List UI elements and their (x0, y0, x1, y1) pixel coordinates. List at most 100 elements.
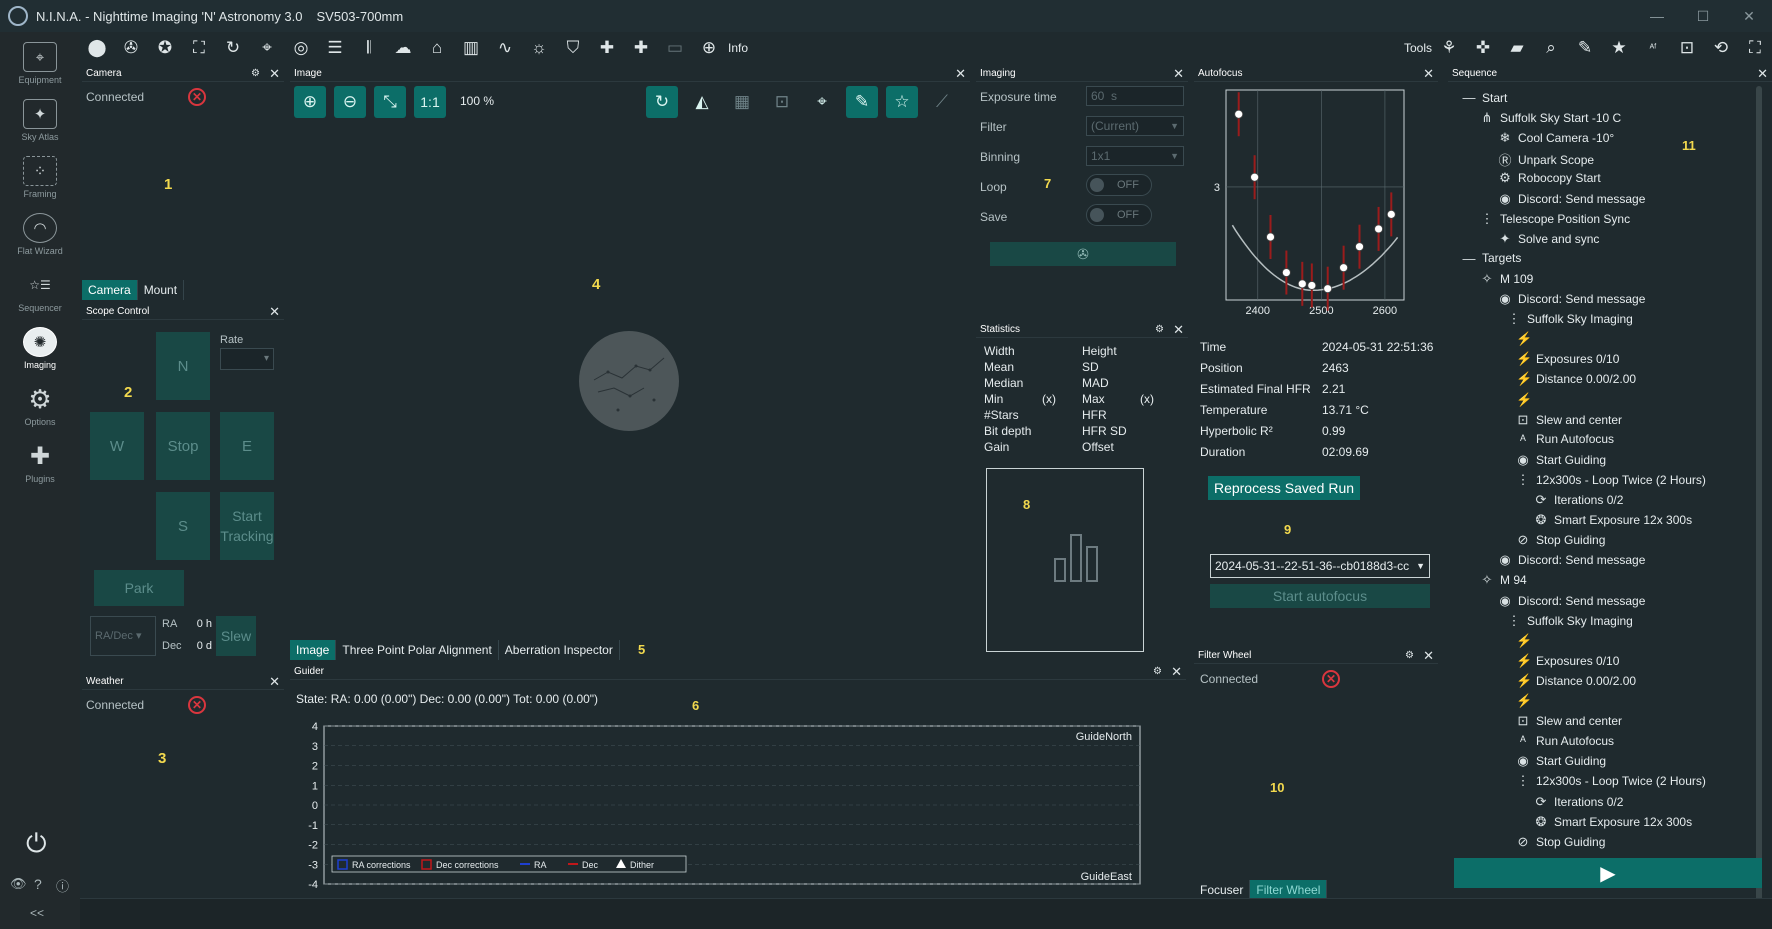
tab-aberration-inspector[interactable]: Aberration Inspector (499, 640, 620, 660)
sequence-item[interactable]: ◉ Discord: Send message (1498, 191, 1645, 207)
nav-equipment[interactable]: ⌖ Equipment (0, 42, 80, 98)
list-icon[interactable]: ☰ (327, 38, 343, 57)
nav-sky-atlas[interactable]: ✦ Sky Atlas (0, 99, 80, 155)
lightbulb-icon[interactable]: ☼ (531, 38, 547, 57)
sequence-item[interactable]: ᴬ Run Autofocus (1516, 733, 1614, 748)
collapse-nav-button[interactable]: << (30, 906, 45, 920)
close-panel-icon[interactable]: ✕ (1173, 66, 1184, 81)
sequence-item[interactable]: ⊘ Stop Guiding (1516, 532, 1606, 548)
info-circle-icon[interactable]: ⓘ (56, 879, 70, 894)
help-icon[interactable]: ? (34, 876, 42, 892)
settings-gear-icon[interactable]: ⚙ (1405, 650, 1414, 661)
one-to-one-button[interactable]: 1:1 (414, 86, 446, 118)
nav-sequencer[interactable]: ☆☰ Sequencer (0, 270, 80, 326)
plugin-icon[interactable]: ✚ (599, 38, 615, 57)
close-panel-icon[interactable]: ✕ (1757, 66, 1768, 81)
south-button[interactable]: S (156, 492, 210, 560)
coordinate-mode-select[interactable]: RA/Dec ▾ (90, 616, 156, 656)
east-button[interactable]: E (220, 412, 274, 480)
sequence-item[interactable]: ⚡ Exposures 0/10 (1516, 351, 1619, 367)
tab-mount[interactable]: Mount (138, 280, 185, 300)
telescope-icon[interactable]: ⌖ (262, 38, 272, 57)
reprocess-saved-run-button[interactable]: Reprocess Saved Run (1208, 476, 1360, 500)
sequence-item[interactable]: ⋮ Suffolk Sky Imaging (1507, 613, 1633, 629)
zoom-in-icon[interactable]: ⊕ (294, 86, 326, 118)
info-label[interactable]: Info (728, 41, 749, 55)
sequence-item[interactable]: ⊡ Slew and center (1516, 713, 1623, 729)
filter-select[interactable]: (Current) ▼ (1086, 116, 1184, 136)
sequence-item[interactable]: ◉ Discord: Send message (1498, 593, 1645, 609)
crop-icon[interactable]: ⊡ (774, 92, 790, 111)
sequence-item[interactable]: ⋮ 12x300s - Loop Twice (2 Hours) (1516, 773, 1706, 789)
autofocus-tool-icon[interactable]: ᴬᶠ (1649, 42, 1657, 54)
sequence-item[interactable]: — Start (1462, 90, 1508, 105)
minimize-button[interactable]: — (1650, 8, 1664, 24)
stop-button[interactable]: Stop (156, 412, 210, 480)
nav-plugins[interactable]: ✚ Plugins (0, 441, 80, 497)
nav-options[interactable]: ⚙ Options (24, 383, 56, 428)
capture-button[interactable]: ✇ (990, 242, 1176, 266)
start-tracking-button[interactable]: Start Tracking (220, 492, 274, 560)
close-panel-icon[interactable]: ✕ (1423, 648, 1434, 663)
eye-icon[interactable]: 👁 (10, 876, 27, 891)
sequence-item[interactable]: ✧ M 109 (1480, 271, 1534, 287)
fit-to-screen-icon[interactable]: ⤡ (374, 86, 406, 118)
close-window-button[interactable]: ✕ (1743, 7, 1755, 24)
crosshair-icon[interactable]: ⌖ (817, 92, 827, 111)
binning-select[interactable]: 1x1 ▼ (1086, 146, 1184, 166)
cloud-icon[interactable]: ☁ (394, 38, 412, 57)
rotator-icon[interactable]: ↻ (225, 38, 241, 57)
nav-flat-wizard[interactable]: ◠ Flat Wizard (0, 213, 80, 269)
sequence-item[interactable]: ⟳ Iterations 0/2 (1534, 492, 1624, 508)
sequence-item[interactable]: ⚡ (1516, 693, 1536, 709)
close-panel-icon[interactable]: ✕ (269, 66, 280, 81)
sequence-item[interactable]: ⋮ 12x300s - Loop Twice (2 Hours) (1516, 472, 1706, 488)
sequence-item[interactable]: ⟳ Iterations 0/2 (1534, 794, 1624, 810)
tab-image[interactable]: Image (290, 640, 337, 660)
slew-button[interactable]: Slew (216, 616, 256, 656)
sequence-item[interactable]: ⊡ Slew and center (1516, 412, 1623, 428)
sequence-item[interactable]: ◉ Discord: Send message (1498, 552, 1645, 568)
tab-filter-wheel[interactable]: Filter Wheel (1250, 880, 1328, 900)
auto-stretch-icon[interactable]: ✎ (846, 86, 878, 118)
histogram-icon[interactable]: ▥ (462, 38, 480, 57)
fullscreen-icon[interactable]: ⛶ (1749, 38, 1761, 57)
exposure-time-input[interactable]: 60 s (1086, 86, 1184, 106)
nav-imaging[interactable]: ✺ Imaging (0, 327, 80, 383)
sequence-item[interactable]: ⚡ (1516, 633, 1536, 649)
tab-polar-alignment[interactable]: Three Point Polar Alignment (336, 640, 499, 660)
sequence-item[interactable]: — Targets (1462, 251, 1522, 266)
sequence-item[interactable]: ❄ Cool Camera -10° (1498, 130, 1615, 146)
pen-tool-icon[interactable]: ✎ (1577, 38, 1593, 57)
maximize-button[interactable]: ☐ (1696, 7, 1710, 24)
flip-icon[interactable]: ◭ (695, 92, 709, 111)
north-button[interactable]: N (156, 332, 210, 400)
shield-icon[interactable]: ⛉ (566, 38, 580, 57)
crosshair-tool-icon[interactable]: ✜ (1475, 38, 1491, 57)
nav-framing[interactable]: ⁘ Framing (0, 156, 80, 212)
tab-camera[interactable]: Camera (82, 280, 138, 300)
guider-icon[interactable]: ◎ (293, 38, 309, 57)
sequence-item[interactable]: ⚡ Distance 0.00/2.00 (1516, 673, 1636, 689)
aperture-icon[interactable]: ✇ (123, 38, 139, 57)
close-panel-icon[interactable]: ✕ (1423, 66, 1434, 81)
sequence-item[interactable]: ◉ Start Guiding (1516, 753, 1606, 769)
settings-gear-icon[interactable]: ⚙ (251, 68, 260, 79)
rate-select[interactable]: ▾ (220, 348, 274, 370)
sequence-scrollbar[interactable] (1756, 86, 1762, 906)
close-panel-icon[interactable]: ✕ (1173, 322, 1184, 337)
sliders-icon[interactable]: 𝄃 (367, 38, 371, 57)
grid-icon[interactable]: ▦ (733, 92, 751, 111)
close-panel-icon[interactable]: ✕ (269, 674, 280, 689)
frame-tool-icon[interactable]: ⊡ (1679, 38, 1695, 57)
ra-value[interactable]: 0 h (196, 618, 212, 630)
sequence-item[interactable]: ⋮ Suffolk Sky Imaging (1507, 311, 1633, 327)
run-sequence-button[interactable]: ▶ (1454, 858, 1762, 888)
sequence-item[interactable]: ❂ Smart Exposure 12x 300s (1534, 814, 1693, 830)
search-icon[interactable]: ⌕ (1546, 38, 1556, 57)
sequence-item[interactable]: ✧ M 94 (1480, 572, 1527, 588)
sequence-item[interactable]: Ⓡ Unpark Scope (1498, 150, 1594, 169)
power-icon[interactable]: ⏻ (26, 828, 47, 858)
start-autofocus-button[interactable]: Start autofocus (1210, 584, 1430, 608)
history-icon[interactable]: ⟲ (1713, 38, 1729, 57)
